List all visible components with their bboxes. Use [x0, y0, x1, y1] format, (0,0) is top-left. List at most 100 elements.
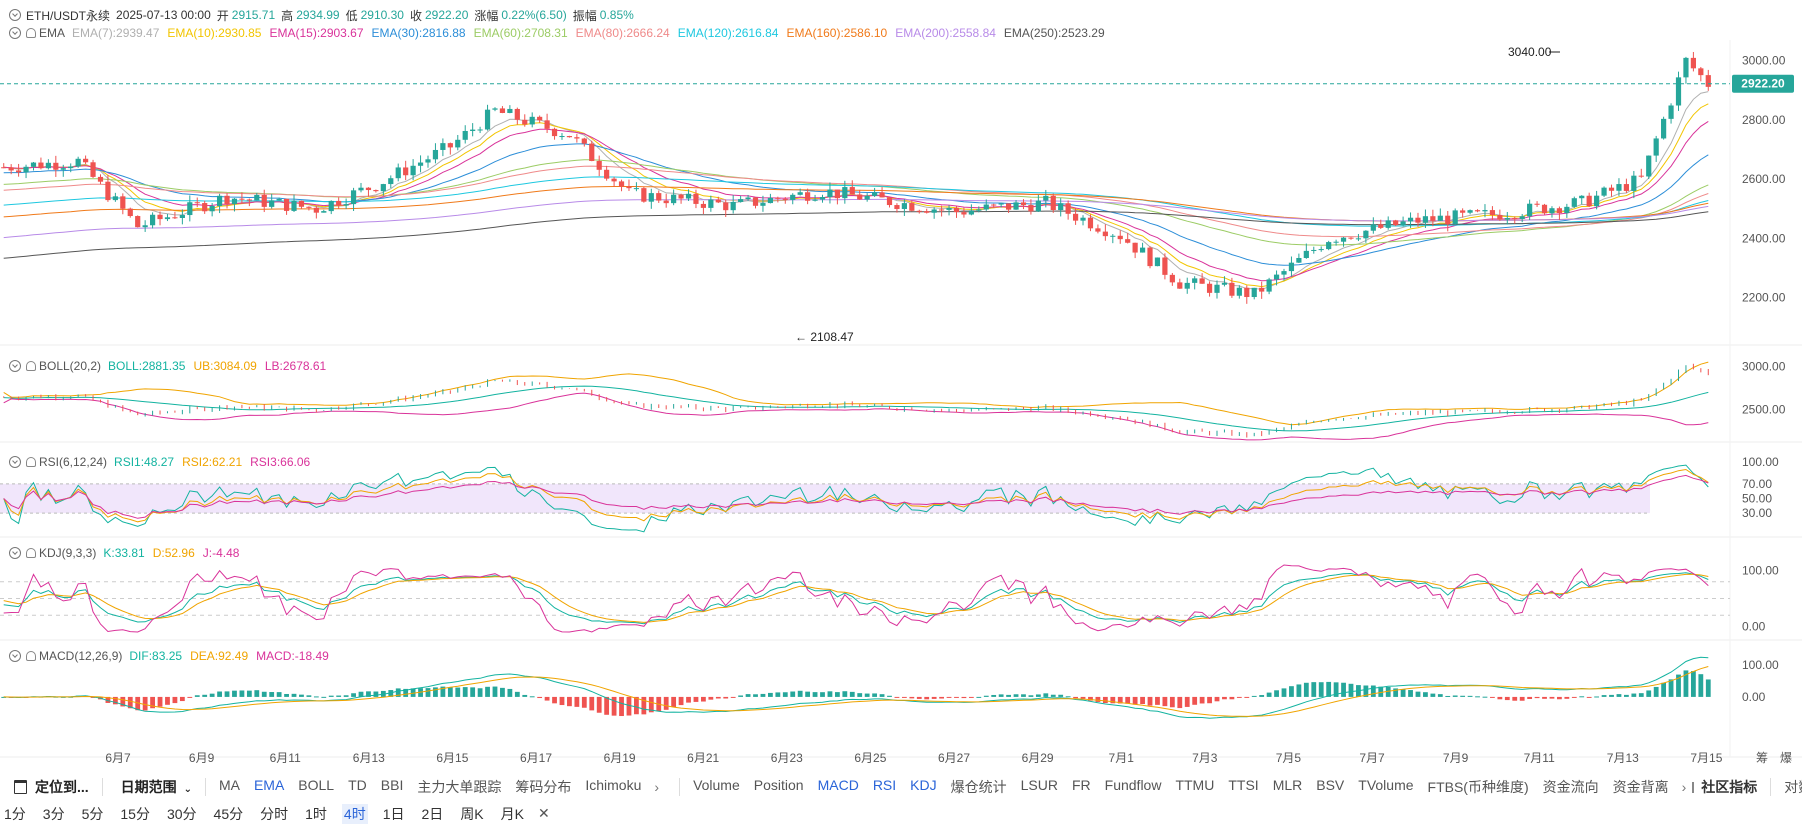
macd-bar: [276, 692, 282, 697]
timeframe-button[interactable]: 月K: [500, 805, 524, 822]
candle-body: [671, 194, 677, 204]
bell-icon[interactable]: [26, 457, 36, 467]
macd-bar: [1058, 694, 1064, 697]
timeframe-button[interactable]: 3分: [42, 805, 65, 822]
macd-bar: [105, 696, 111, 703]
candle-body: [1474, 210, 1481, 212]
indicator-toggle[interactable]: BBI: [380, 777, 404, 793]
bell-icon[interactable]: [26, 548, 36, 558]
locate-button[interactable]: 定位到...: [14, 777, 89, 797]
bell-icon[interactable]: [26, 361, 36, 371]
candle-body: [1601, 187, 1607, 196]
candle-body: [723, 202, 729, 211]
collapse-icon[interactable]: [9, 9, 21, 21]
macd-bar: [254, 690, 260, 697]
chevron-right-icon[interactable]: ›: [654, 779, 660, 795]
indicator-toggle[interactable]: EMA: [253, 777, 285, 793]
candle-body: [75, 158, 81, 167]
timeframe-button[interactable]: 1时: [305, 805, 327, 822]
date-range-button[interactable]: 日期范围 ⌄: [121, 777, 192, 797]
rsi-tick: 30.00: [1742, 506, 1772, 520]
indicator-toggle[interactable]: TTSI: [1228, 777, 1259, 793]
timeframe-button[interactable]: 1日: [382, 805, 405, 822]
macd-bar: [1199, 696, 1205, 704]
indicator-toggle[interactable]: 资金背离: [1612, 779, 1669, 795]
macd-bar: [1690, 671, 1696, 697]
indicator-toggle[interactable]: MLR: [1272, 777, 1303, 793]
indicator-toggle[interactable]: TVolume: [1358, 777, 1414, 793]
indicator-toggle[interactable]: FTBS(币种维度): [1427, 779, 1529, 795]
timeframe-button[interactable]: 分时: [260, 805, 289, 822]
indicator-toggle[interactable]: 主力大单跟踪: [417, 779, 502, 795]
timeframe-button[interactable]: 2日: [421, 805, 444, 822]
collapse-icon[interactable]: [9, 360, 21, 372]
bell-icon[interactable]: [26, 651, 36, 661]
candle-body: [611, 178, 617, 182]
collapse-icon[interactable]: [9, 456, 21, 468]
candle-body: [440, 143, 446, 150]
candle-body: [365, 187, 372, 191]
rsi-tick: 70.00: [1742, 477, 1772, 491]
indicator-toggle[interactable]: LSUR: [1020, 777, 1058, 793]
indicator-toggle[interactable]: Ichimoku: [585, 777, 642, 793]
symbol-label: ETH/USDT永续: [26, 8, 111, 23]
close-icon[interactable]: ✕: [538, 805, 550, 821]
community-indicator-button[interactable]: 社区指标: [1701, 779, 1758, 795]
indicator-toggle[interactable]: MACD: [817, 777, 859, 793]
candle-body: [1184, 282, 1190, 289]
macd-bar: [768, 692, 773, 697]
indicator-toggle[interactable]: 资金流向: [1542, 779, 1599, 795]
indicator-toggle[interactable]: FR: [1071, 777, 1091, 793]
indicator-value: RSI2:62.21: [182, 455, 243, 469]
timeframe-button[interactable]: 45分: [213, 805, 244, 822]
bell-icon[interactable]: [26, 28, 36, 38]
chart-canvas[interactable]: 2922.20 3000.00 2800.00 2600.00 2400.00 2200.…: [0, 0, 1802, 771]
edit-icon[interactable]: [1692, 781, 1695, 793]
indicator-toggle[interactable]: Position: [753, 777, 804, 793]
indicator-value: EMA(120):2616.84: [677, 26, 779, 40]
candle-body: [380, 184, 386, 192]
indicator-toggle[interactable]: BSV: [1316, 777, 1345, 793]
candle-body: [1594, 195, 1600, 207]
current-price-tag: [1732, 74, 1794, 93]
collapse-icon[interactable]: [9, 547, 21, 559]
indicator-toggle[interactable]: 筹码分布: [515, 779, 572, 795]
timeframe-button[interactable]: 5分: [81, 805, 104, 822]
candle-body: [291, 200, 297, 211]
timeframe-button[interactable]: 周K: [460, 805, 484, 822]
indicator-toggle[interactable]: KDJ: [910, 777, 937, 793]
candle-body: [283, 198, 290, 211]
macd-bar: [1117, 696, 1123, 704]
kdj-tick: 0.00: [1742, 619, 1766, 633]
candle-body: [350, 190, 357, 205]
timeframe-button[interactable]: 4时: [341, 803, 368, 824]
candle-body: [1028, 205, 1034, 212]
indicator-toggle[interactable]: Fundflow: [1104, 777, 1162, 793]
timeframe-button[interactable]: 15分: [120, 805, 150, 822]
rsi-legend: RSI(6,12,24) RSI1:48.27 RSI2:62.21 RSI3:66.…: [0, 454, 318, 470]
macd-bar: [1341, 682, 1346, 697]
indicator-toggle[interactable]: RSI: [872, 777, 897, 793]
chevron-right-icon[interactable]: ›: [1681, 779, 1687, 795]
candle-body: [373, 190, 379, 192]
collapse-icon[interactable]: [9, 27, 21, 39]
indicator-toggle[interactable]: TTMU: [1175, 777, 1215, 793]
indicator-toggle[interactable]: MA: [218, 777, 240, 793]
macd-bar: [1490, 696, 1495, 698]
timeframe-button[interactable]: 30分: [166, 805, 197, 822]
macd-bar: [1192, 696, 1198, 705]
indicator-toggle[interactable]: Volume: [693, 777, 740, 793]
timeframe-button[interactable]: 1分: [4, 805, 26, 822]
candle-body: [1675, 77, 1682, 106]
macd-bar: [1594, 696, 1600, 698]
log-scale-button[interactable]: 对数: [1784, 779, 1802, 795]
candle-body: [60, 168, 66, 170]
macd-bar: [470, 687, 476, 697]
candle-body: [1206, 283, 1213, 293]
indicator-toggle[interactable]: 爆仓统计: [950, 779, 1007, 795]
indicator-toggle[interactable]: TD: [348, 777, 367, 793]
timeframe-bar: 1分 3分 5分 15分 30分 45分 分时 1时 4时 1日 2日 周K 月K ✕: [0, 803, 556, 824]
indicator-toggle[interactable]: BOLL: [298, 777, 335, 793]
candle-body: [618, 181, 625, 187]
collapse-icon[interactable]: [9, 650, 21, 662]
